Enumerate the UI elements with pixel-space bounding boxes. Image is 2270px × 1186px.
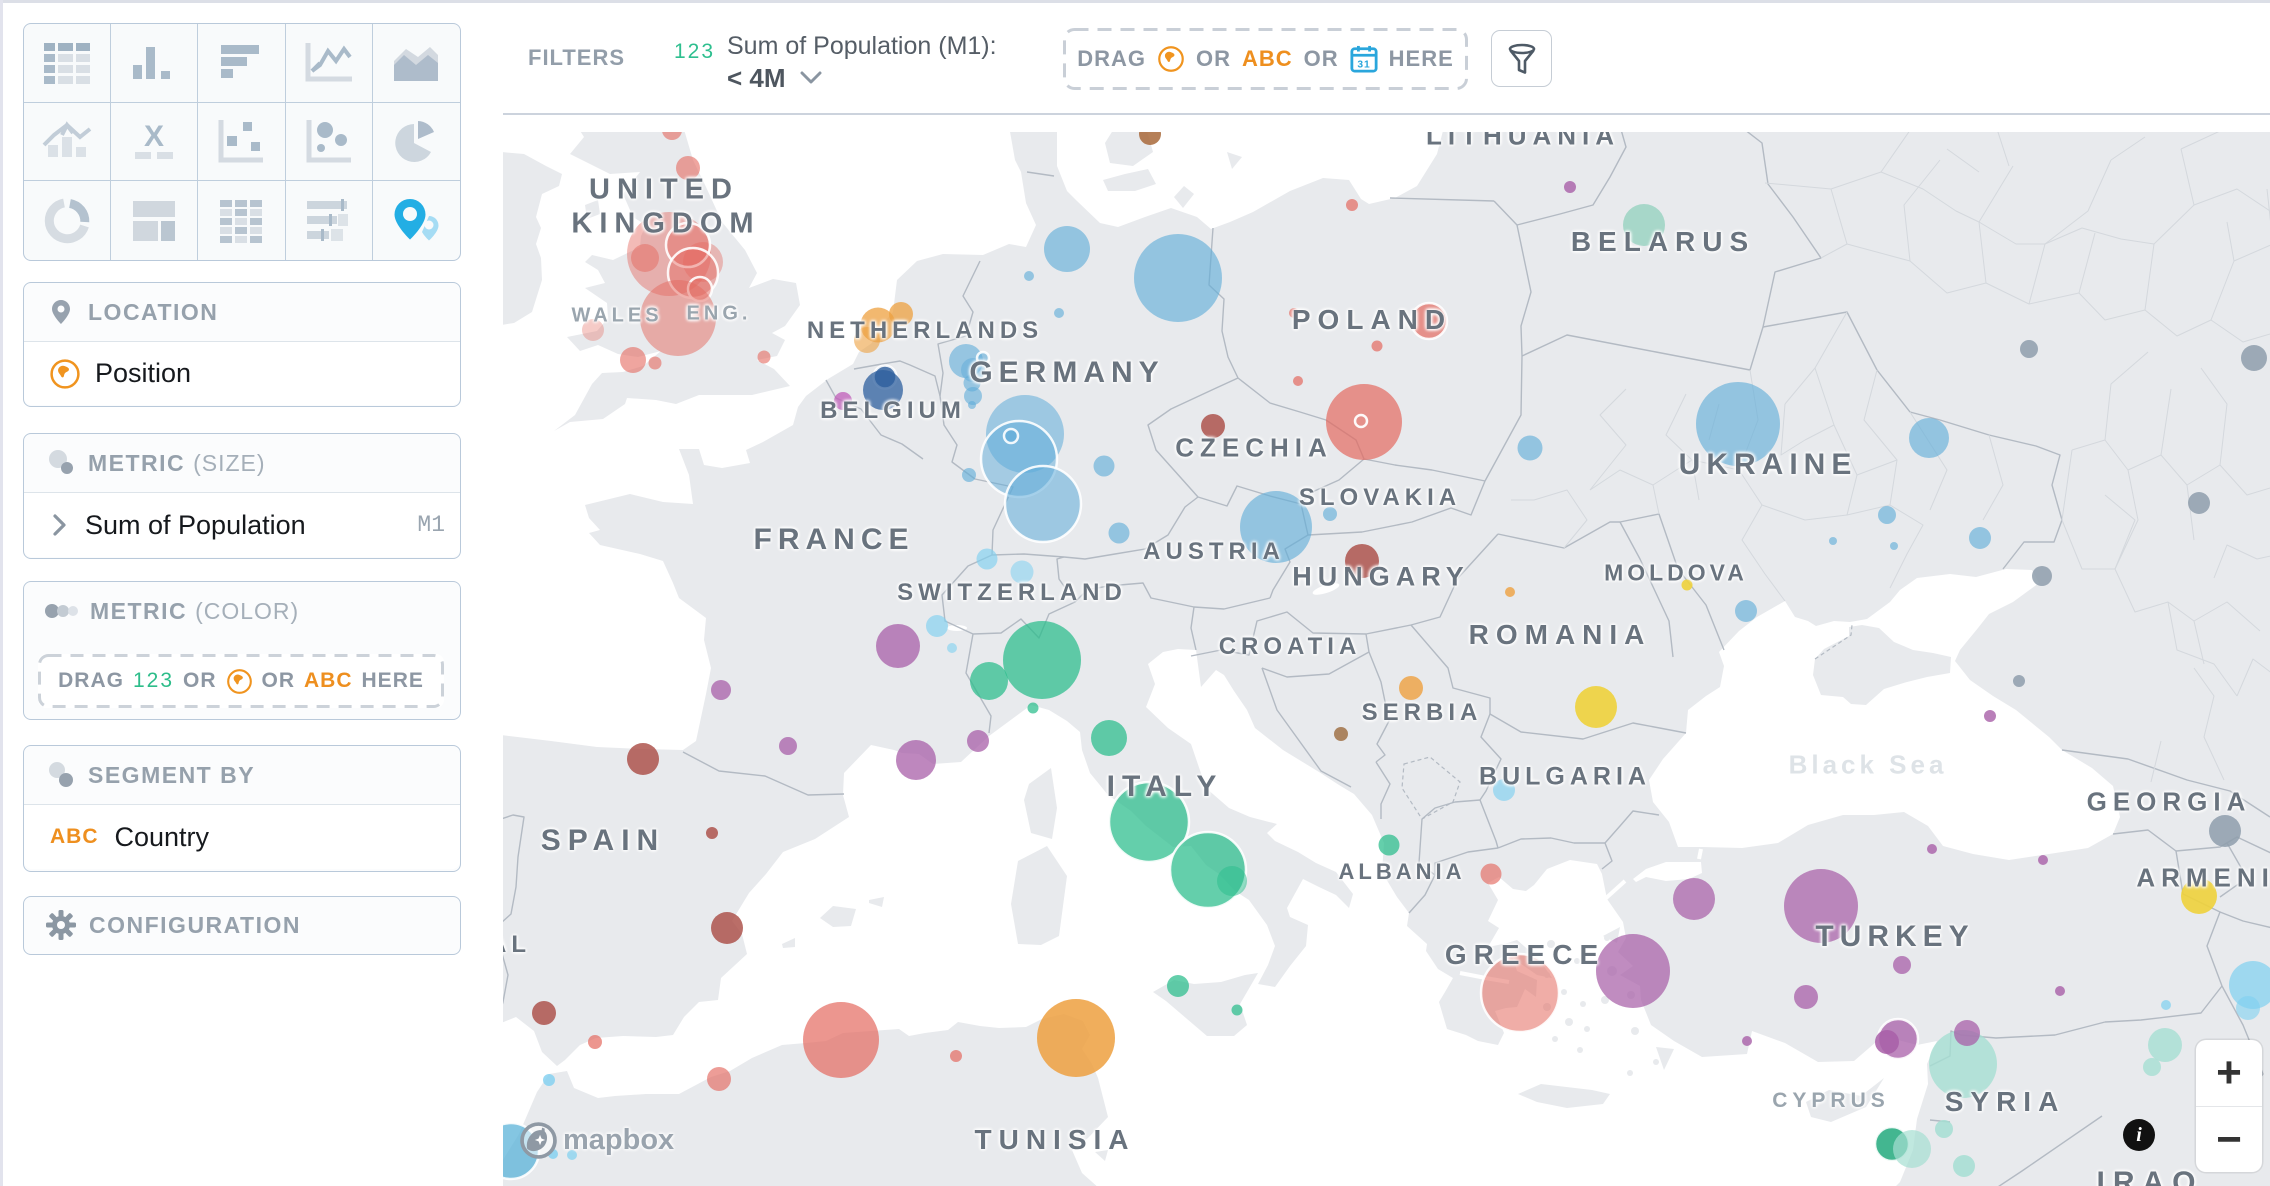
svg-text:X: X bbox=[144, 120, 164, 153]
svg-text:31: 31 bbox=[1357, 59, 1370, 70]
